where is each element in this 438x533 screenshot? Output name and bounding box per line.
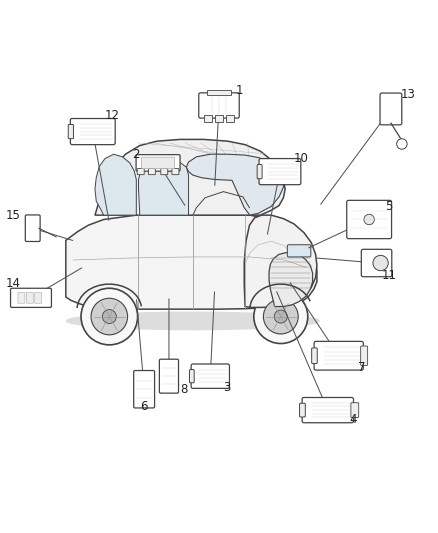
Text: 4: 4 [349, 413, 357, 426]
FancyBboxPatch shape [300, 403, 305, 417]
FancyBboxPatch shape [199, 93, 239, 118]
FancyBboxPatch shape [11, 288, 51, 308]
FancyBboxPatch shape [35, 293, 42, 303]
FancyBboxPatch shape [134, 370, 155, 408]
FancyBboxPatch shape [215, 115, 223, 122]
Polygon shape [138, 161, 188, 215]
FancyBboxPatch shape [137, 168, 144, 175]
FancyBboxPatch shape [360, 346, 367, 366]
FancyBboxPatch shape [25, 215, 40, 241]
Circle shape [373, 255, 388, 271]
FancyBboxPatch shape [287, 245, 311, 257]
Text: 15: 15 [6, 208, 21, 222]
FancyBboxPatch shape [226, 115, 234, 122]
Polygon shape [244, 215, 317, 308]
Circle shape [397, 139, 407, 149]
Circle shape [91, 298, 127, 335]
FancyBboxPatch shape [380, 93, 402, 125]
Text: 10: 10 [293, 152, 308, 165]
Text: 3: 3 [223, 381, 230, 394]
Text: 14: 14 [6, 277, 21, 290]
Circle shape [263, 299, 298, 334]
Circle shape [102, 310, 116, 324]
Circle shape [364, 214, 374, 225]
FancyBboxPatch shape [18, 293, 25, 303]
Circle shape [81, 288, 138, 345]
FancyBboxPatch shape [351, 403, 359, 417]
FancyBboxPatch shape [68, 125, 74, 139]
FancyBboxPatch shape [190, 369, 194, 383]
Polygon shape [66, 215, 317, 309]
Text: 12: 12 [105, 109, 120, 122]
FancyBboxPatch shape [347, 200, 392, 239]
FancyBboxPatch shape [148, 168, 155, 175]
FancyBboxPatch shape [361, 249, 392, 277]
FancyBboxPatch shape [191, 364, 230, 389]
Circle shape [254, 289, 308, 344]
Text: 2: 2 [132, 148, 139, 161]
FancyBboxPatch shape [141, 157, 175, 168]
Polygon shape [95, 140, 285, 215]
FancyBboxPatch shape [26, 293, 33, 303]
Text: 11: 11 [382, 269, 397, 282]
FancyBboxPatch shape [259, 158, 301, 184]
FancyBboxPatch shape [302, 398, 353, 423]
Ellipse shape [67, 312, 319, 329]
Text: 6: 6 [141, 400, 148, 413]
Text: 13: 13 [401, 88, 416, 101]
FancyBboxPatch shape [312, 348, 317, 364]
FancyBboxPatch shape [136, 155, 180, 171]
FancyBboxPatch shape [161, 168, 168, 175]
Text: 8: 8 [180, 383, 188, 395]
FancyBboxPatch shape [71, 118, 115, 144]
Polygon shape [95, 154, 136, 215]
Text: 7: 7 [358, 361, 365, 374]
FancyBboxPatch shape [257, 165, 262, 179]
FancyBboxPatch shape [204, 115, 212, 122]
Text: 5: 5 [385, 200, 392, 213]
FancyBboxPatch shape [159, 359, 179, 393]
Circle shape [274, 310, 287, 323]
Text: 1: 1 [236, 84, 244, 96]
Polygon shape [269, 253, 313, 306]
FancyBboxPatch shape [172, 168, 179, 175]
FancyBboxPatch shape [208, 90, 230, 95]
FancyBboxPatch shape [314, 341, 363, 370]
Polygon shape [186, 154, 283, 215]
